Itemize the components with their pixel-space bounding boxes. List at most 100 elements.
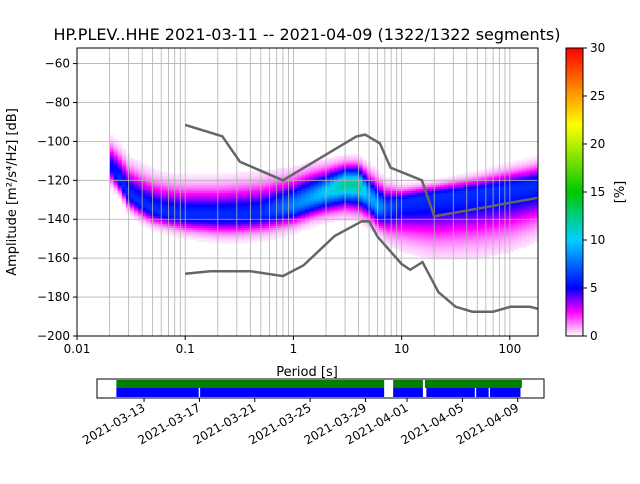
heatmap-cell [346, 175, 351, 178]
heatmap-cell [411, 212, 416, 215]
heatmap-cell [166, 228, 172, 231]
coverage-timeline: 2021-03-132021-03-172021-03-212021-03-25… [80, 378, 545, 447]
heatmap-cell [187, 222, 192, 225]
heatmap-cell [436, 253, 441, 256]
heatmap-cell [309, 202, 314, 205]
colorbar-segment [566, 202, 583, 205]
heatmap-cell [227, 191, 233, 194]
heatmap-cell [403, 243, 408, 246]
heatmap-cell [125, 196, 131, 200]
heatmap-cell [423, 196, 429, 200]
heatmap-cell [268, 229, 274, 233]
heatmap-cell [285, 214, 290, 217]
heatmap-cell [346, 173, 351, 176]
heatmap-cell [448, 228, 453, 231]
heatmap-cell [468, 191, 474, 194]
heatmap-cell [264, 237, 270, 240]
heatmap-cell [207, 193, 212, 196]
heatmap-cell [309, 169, 314, 172]
heatmap-cell [444, 224, 449, 227]
heatmap-cell [166, 212, 172, 215]
colorbar-segment [566, 324, 583, 327]
heatmap-cell [223, 185, 229, 188]
heatmap-cell [411, 251, 416, 254]
heatmap-cell [134, 200, 139, 204]
heatmap-cell [533, 200, 539, 204]
heatmap-cell [260, 212, 265, 215]
heatmap-cell [391, 245, 396, 248]
heatmap-cell [203, 210, 208, 213]
heatmap-cell [407, 241, 412, 244]
heatmap-cell [521, 200, 527, 204]
heatmap-cell [154, 173, 159, 176]
heatmap-cell [219, 204, 225, 207]
heatmap-cell [256, 175, 261, 178]
heatmap-cell [174, 206, 180, 209]
heatmap-cell [509, 185, 514, 188]
heatmap-cell [423, 251, 429, 254]
heatmap-cell [236, 241, 241, 244]
colorbar-segment [566, 214, 583, 217]
heatmap-cell [227, 222, 233, 225]
heatmap-cell [154, 204, 159, 207]
heatmap-cell [493, 212, 498, 215]
heatmap-cell [174, 177, 180, 180]
heatmap-cell [203, 212, 208, 215]
heatmap-cell [256, 233, 261, 237]
heatmap-cell [272, 224, 278, 227]
heatmap-cell [146, 169, 151, 172]
heatmap-cell [415, 185, 421, 188]
heatmap-cell [260, 220, 265, 223]
heatmap-cell [260, 228, 265, 231]
heatmap-cell [219, 216, 225, 219]
heatmap-cell [138, 196, 143, 200]
heatmap-cell [276, 193, 282, 196]
heatmap-cell [256, 185, 261, 188]
heatmap-cell [525, 167, 531, 170]
heatmap-cell [395, 210, 400, 213]
heatmap-cell [533, 231, 539, 235]
heatmap-cell [158, 173, 163, 176]
heatmap-cell [301, 187, 306, 190]
heatmap-cell [440, 210, 445, 213]
heatmap-cell [452, 235, 457, 239]
heatmap-cell [309, 165, 314, 168]
heatmap-cell [297, 228, 302, 231]
heatmap-cell [142, 208, 147, 211]
heatmap-cell [476, 255, 482, 258]
heatmap-cell [325, 212, 331, 215]
heatmap-cell [285, 202, 290, 205]
heatmap-cell [505, 222, 510, 225]
heatmap-cell [480, 185, 486, 188]
heatmap-cell [342, 161, 347, 165]
heatmap-cell [436, 224, 441, 227]
heatmap-cell [529, 222, 535, 225]
heatmap-cell [529, 183, 535, 186]
heatmap-cell [219, 183, 225, 186]
heatmap-cell [223, 194, 229, 198]
heatmap-cell [448, 241, 453, 244]
heatmap-cell [130, 189, 135, 192]
heatmap-cell [162, 175, 168, 178]
heatmap-cell [329, 169, 335, 172]
heatmap-cell [285, 173, 290, 176]
heatmap-cell [423, 208, 429, 211]
heatmap-cell [289, 220, 294, 223]
heatmap-cell [142, 206, 147, 209]
heatmap-cell [480, 198, 486, 202]
heatmap-cell [407, 185, 412, 188]
heatmap-cell [533, 206, 539, 209]
heatmap-cell [374, 206, 380, 209]
heatmap-cell [529, 171, 535, 174]
heatmap-cell [309, 193, 314, 196]
heatmap-cell [297, 224, 302, 227]
heatmap-cell [440, 202, 445, 205]
heatmap-cell [362, 210, 368, 213]
heatmap-cell [219, 226, 225, 229]
heatmap-cell [378, 222, 384, 225]
heatmap-cell [480, 187, 486, 190]
heatmap-cell [195, 229, 200, 233]
heatmap-cell [513, 245, 518, 248]
heatmap-cell [166, 196, 172, 200]
colorbar-segment [566, 86, 583, 89]
